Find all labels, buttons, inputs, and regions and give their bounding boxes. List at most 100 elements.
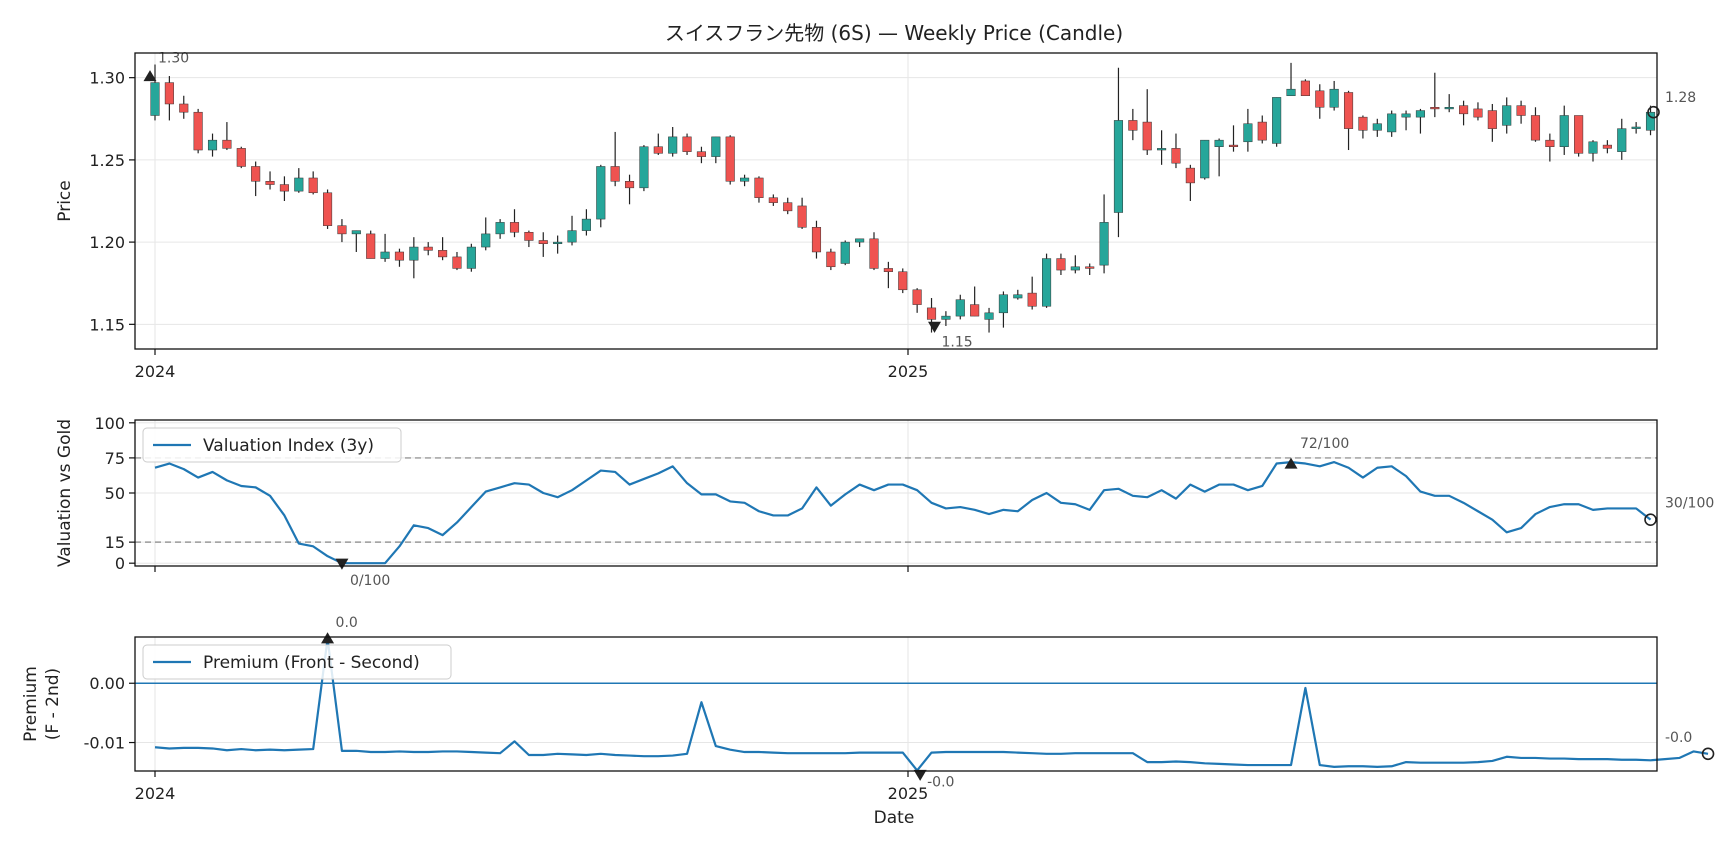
candle-body — [409, 246, 419, 261]
candle-body — [1502, 105, 1512, 126]
candle-body — [1142, 121, 1152, 151]
candle-body — [1157, 148, 1167, 151]
y-tick-label: 75 — [105, 449, 125, 468]
candle-body — [725, 136, 735, 182]
candle-body — [1200, 139, 1210, 179]
last-annotation: -0.0 — [1665, 730, 1692, 746]
candle-body — [1459, 105, 1469, 115]
candle-body — [193, 111, 203, 151]
candle-body — [668, 136, 678, 154]
high-marker — [143, 70, 157, 82]
high-marker — [321, 632, 335, 644]
candle-body — [236, 148, 246, 167]
x-axis-label: Date — [874, 808, 915, 828]
candle-body — [1257, 121, 1267, 141]
candle-body — [1602, 144, 1612, 149]
candle-body — [1516, 105, 1526, 116]
premium-axes-frame — [134, 636, 1658, 772]
candle-body — [639, 146, 649, 189]
candle-body — [984, 312, 994, 320]
candle-body — [567, 230, 577, 243]
candle-body — [1214, 139, 1224, 147]
candle-body — [279, 184, 289, 192]
y-tick-label: 15 — [105, 533, 125, 552]
candle-body — [1617, 128, 1627, 152]
candle-body — [1631, 126, 1641, 129]
candle-body — [394, 251, 405, 261]
series-line-premium — [154, 637, 1709, 772]
candle-body — [524, 231, 534, 241]
candle-body — [1588, 141, 1598, 154]
candle-body — [179, 103, 189, 113]
candle-body — [1070, 266, 1080, 271]
candle-body — [1387, 113, 1397, 133]
candle-body — [1415, 110, 1425, 118]
candle-body — [596, 166, 606, 220]
candle-body — [251, 166, 261, 182]
last-marker — [1647, 105, 1660, 119]
candle-body — [1545, 139, 1555, 147]
candle-body — [1530, 115, 1541, 141]
candle-body — [581, 218, 591, 231]
high-annotation: 72/100 — [1300, 436, 1349, 452]
candle-body — [222, 139, 232, 149]
candle-body — [1329, 88, 1339, 108]
valuation-axes-frame — [134, 419, 1658, 567]
candle-body — [294, 177, 304, 192]
candle-body — [509, 222, 520, 233]
chart-title: スイスフラン先物 (6S) — Weekly Price (Candle) — [665, 21, 1123, 45]
candle-body — [624, 181, 635, 189]
x-tick-label: 2025 — [888, 784, 929, 803]
candle-body — [970, 304, 980, 317]
candle-body — [1559, 115, 1569, 147]
candle-body — [323, 192, 333, 226]
candle-body — [768, 197, 778, 203]
candle-body — [797, 205, 807, 228]
candle-body — [1013, 294, 1023, 299]
high-marker — [1284, 457, 1298, 469]
candle-body — [1300, 80, 1310, 97]
candle-body — [826, 251, 836, 268]
premium-panel: -0.01 0.00 0.0 -0.0 -0.0 Premium (Front - Sec… — [21, 615, 1715, 828]
candle-body — [912, 289, 922, 305]
valuation-panel: 0 15 50 75 100 72/100 0/100 30/100 Valuation Ind… — [55, 414, 1714, 589]
candle-body — [811, 227, 822, 253]
candle-body — [1286, 88, 1296, 97]
candle-body — [150, 82, 160, 116]
candle-body — [1228, 144, 1239, 147]
candle-body — [1401, 113, 1411, 118]
candle-body — [1171, 148, 1181, 164]
candle-body — [998, 294, 1008, 314]
candle-body — [1473, 108, 1483, 118]
y-tick-label: 100 — [94, 414, 125, 433]
low-annotation: 1.15 — [942, 334, 973, 350]
candle-body — [452, 256, 462, 269]
candle-body — [754, 177, 764, 198]
x-tick-label: 2025 — [888, 362, 929, 381]
legend-label: Premium (Front - Second) — [203, 653, 420, 673]
candle-body — [1315, 90, 1325, 108]
candle-body — [926, 307, 937, 320]
candle-body — [711, 136, 721, 157]
candle-body — [495, 222, 505, 235]
y-tick-label: 1.30 — [89, 69, 125, 88]
candle-body — [1372, 123, 1382, 131]
candle-body — [423, 246, 433, 251]
y-tick-label: 0 — [115, 554, 125, 573]
candle-body — [337, 225, 347, 235]
low-annotation: 0/100 — [350, 573, 390, 589]
y-tick-label: 0.00 — [89, 674, 125, 693]
low-marker — [913, 769, 927, 781]
candle-body — [265, 181, 275, 185]
legend-box — [142, 427, 402, 463]
x-tick-label: 2024 — [135, 784, 176, 803]
candle-body — [1128, 120, 1138, 131]
candle-body — [1027, 292, 1037, 307]
y-axis-label: Valuation vs Gold — [55, 419, 75, 567]
candle-body — [164, 82, 174, 105]
candle-body — [610, 166, 620, 182]
series-line-valuation — [154, 461, 1652, 565]
candle-body — [1042, 258, 1052, 307]
